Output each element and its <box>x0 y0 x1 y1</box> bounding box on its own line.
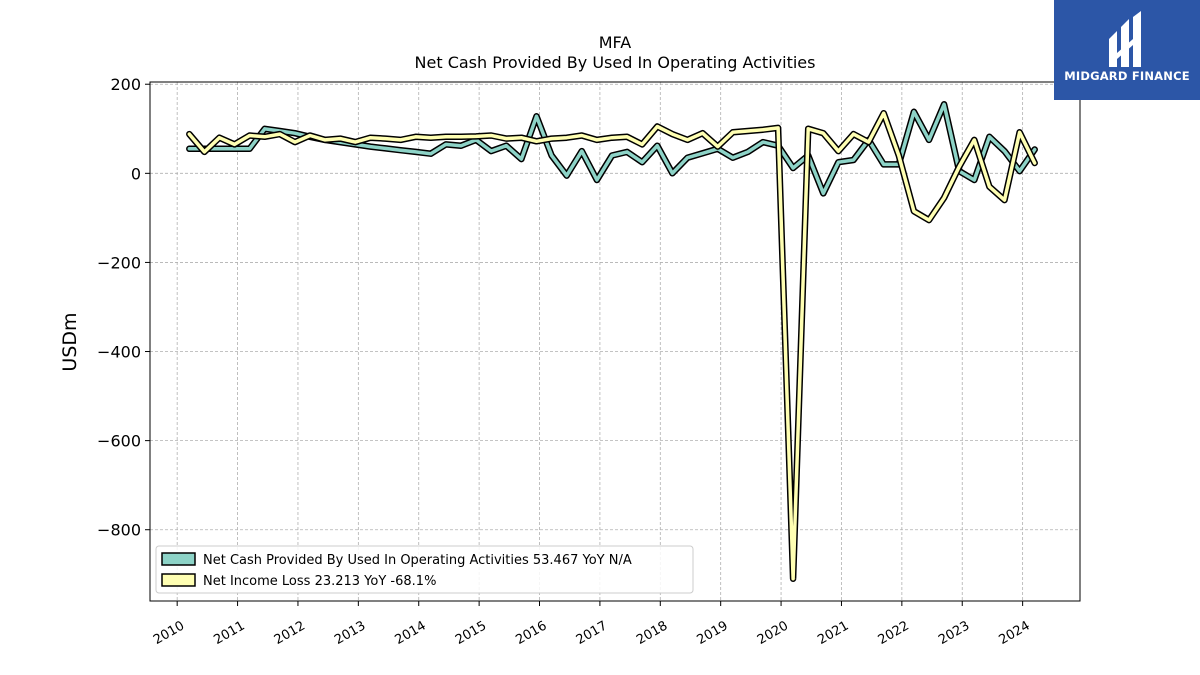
y-tick-label: −600 <box>97 432 141 451</box>
y-tick-label: 200 <box>110 75 141 94</box>
legend-swatch-2 <box>161 573 196 587</box>
chart-ticker: MFA <box>599 33 632 52</box>
x-tick-label: 2013 <box>332 618 368 648</box>
plot-frame <box>149 81 1081 602</box>
x-tick-label: 2017 <box>574 618 610 648</box>
series-line-2 <box>187 111 1037 581</box>
grid-lines <box>150 82 1080 601</box>
x-tick-label: 2022 <box>876 618 912 648</box>
x-tick-label: 2021 <box>815 618 851 648</box>
midgard-logo-icon <box>1109 11 1141 67</box>
x-tick-label: 2010 <box>151 618 187 648</box>
legend-box <box>155 545 694 594</box>
x-tick-label: 2019 <box>695 618 731 648</box>
series-lines <box>186 101 1038 582</box>
x-tick-label: 2014 <box>393 618 429 648</box>
x-tick-label: 2024 <box>996 618 1032 648</box>
legend-label-2: Net Income Loss 23.213 YoY -68.1% <box>203 574 436 589</box>
x-tick-label: 2011 <box>211 618 247 648</box>
x-tick-label: 2018 <box>634 618 670 648</box>
chart-title: Net Cash Provided By Used In Operating A… <box>415 53 816 72</box>
logo-text: MIDGARD FINANCE <box>1064 69 1190 83</box>
x-tick-label: 2016 <box>513 618 549 648</box>
x-tick-label: 2023 <box>936 618 972 648</box>
legend: Net Cash Provided By Used In Operating A… <box>155 545 694 594</box>
x-tick-label: 2012 <box>272 618 308 648</box>
legend-label-1: Net Cash Provided By Used In Operating A… <box>203 553 632 568</box>
x-tick-label: 2020 <box>755 618 791 648</box>
legend-swatch-1 <box>161 552 196 566</box>
y-tick-label: −200 <box>97 253 141 272</box>
x-tick-label: 2015 <box>453 618 489 648</box>
brand-logo: MIDGARD FINANCE <box>1054 0 1200 100</box>
y-tick-label: −400 <box>97 343 141 362</box>
y-axis-label: USDm <box>59 312 81 371</box>
y-tick-label: 0 <box>131 164 141 183</box>
y-tick-label: −800 <box>97 521 141 540</box>
